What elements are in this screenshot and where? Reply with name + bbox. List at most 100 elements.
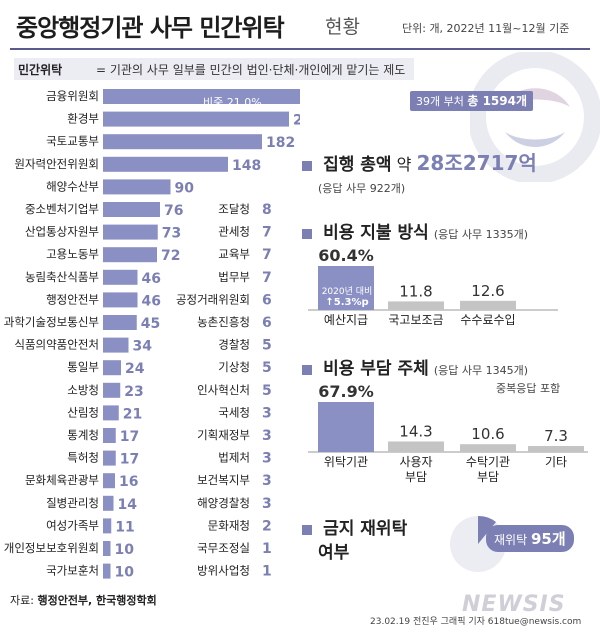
value-label: 3 bbox=[262, 405, 272, 421]
value-label: 16 bbox=[119, 474, 138, 490]
bar bbox=[103, 450, 116, 466]
category-label: 개인정보보호위원회 bbox=[4, 541, 99, 555]
change-annotation: 2020년 대비 ↑5.3%p bbox=[321, 287, 373, 308]
bar bbox=[388, 441, 444, 452]
category-label: 해양수산부 bbox=[46, 179, 99, 193]
bar bbox=[103, 360, 121, 376]
value-label: 14 bbox=[118, 497, 138, 513]
value-label: 6 bbox=[262, 315, 272, 331]
category-label: 질병관리청 bbox=[46, 496, 99, 510]
bar bbox=[460, 300, 516, 310]
value-label: 46 bbox=[142, 293, 161, 309]
category-label: 과학기술정보통신부 bbox=[4, 315, 99, 329]
value-label: 14.3 bbox=[399, 422, 432, 440]
value-label: 2 bbox=[262, 518, 272, 534]
value-label: 17 bbox=[120, 452, 139, 468]
category-label: 국가보훈처 bbox=[46, 564, 99, 578]
value-label: 45 bbox=[141, 316, 160, 332]
category-label: 교육부 bbox=[218, 247, 250, 261]
definition-label: 민간위탁 bbox=[18, 63, 63, 77]
category-label: 기타 bbox=[545, 455, 567, 469]
total-prefix: 39개 부처 bbox=[416, 95, 464, 108]
burden-section-title: 비용 부담 주체 (응답 사무 1345개) bbox=[302, 354, 528, 379]
reentrust-title-line2: 여부 bbox=[318, 543, 350, 563]
category-label: 국고보조금 bbox=[388, 313, 443, 327]
category-label: 법무부 bbox=[218, 270, 250, 284]
value-label: 3 bbox=[262, 496, 272, 512]
value-label: 6 bbox=[262, 292, 272, 308]
page-title: 중앙행정기관 사무 민간위탁 bbox=[16, 14, 285, 42]
bar bbox=[103, 315, 137, 330]
category-label: 예산지급 bbox=[324, 313, 368, 327]
bar bbox=[388, 301, 444, 310]
category-label: 관세청 bbox=[218, 225, 250, 239]
bar bbox=[318, 266, 374, 310]
category-label: 여성가족부 bbox=[46, 518, 99, 532]
definition-text: = 기관의 사무 일부를 민간의 법인·단체·개인에게 맡기는 제도 bbox=[96, 63, 406, 77]
category-label: 수탁기관 bbox=[466, 455, 510, 469]
value-label: 3 bbox=[262, 428, 272, 444]
bar bbox=[103, 134, 262, 150]
payment-section-title: 비용 지불 방식 (응답 사무 1335개) bbox=[302, 218, 528, 243]
bar bbox=[103, 428, 116, 443]
value-label: 12.6 bbox=[471, 282, 504, 300]
category-label: 중소벤처기업부 bbox=[25, 202, 99, 216]
execution-section: 집행 총액 약 28조2717억 bbox=[302, 147, 537, 176]
category-label: 사용자 bbox=[399, 455, 432, 469]
value-label: 7 bbox=[262, 247, 272, 263]
bar bbox=[103, 337, 129, 353]
unit-note: 단위: 개, 2022년 11월~12월 기준 bbox=[402, 22, 570, 35]
bar bbox=[528, 446, 584, 452]
section-marker-icon bbox=[302, 160, 312, 171]
bar bbox=[103, 111, 289, 127]
value-label: 10 bbox=[115, 542, 135, 558]
value-label: 11.8 bbox=[399, 282, 432, 300]
page-title-suffix: 현황 bbox=[325, 16, 360, 38]
category-label: 인사혁신처 bbox=[197, 383, 250, 397]
category-label: 경찰청 bbox=[218, 338, 250, 352]
category-label: 특허청 bbox=[67, 451, 99, 465]
payment-bar-chart: 60.4% 예산지급 11.8 국고보조금 12.6 수수료수입 bbox=[308, 246, 558, 327]
category-label: 고용노동부 bbox=[46, 247, 99, 261]
category-label: 보건복지부 bbox=[197, 473, 250, 487]
execution-amount: 28조2717억 bbox=[416, 151, 537, 175]
bar bbox=[103, 224, 158, 240]
value-label: 7 bbox=[262, 225, 272, 241]
value-label: 10 bbox=[115, 565, 135, 581]
bar bbox=[103, 563, 111, 579]
definition-box bbox=[14, 58, 414, 80]
value-label: 60.4% bbox=[318, 246, 374, 265]
value-label: 148 bbox=[232, 158, 261, 174]
category-label: 식품의약품안전처 bbox=[14, 338, 99, 352]
source-note: 자료: 행정안전부, 한국행정학회 bbox=[10, 594, 157, 607]
value-label: 5 bbox=[262, 338, 272, 354]
value-label: 11 bbox=[115, 519, 134, 535]
bar bbox=[103, 247, 157, 263]
value-label: 182 bbox=[266, 135, 295, 151]
category-label: 위탁기관 bbox=[324, 455, 368, 469]
category-label: 소방청 bbox=[67, 383, 99, 397]
value-label: 1 bbox=[262, 564, 272, 580]
bar bbox=[103, 518, 112, 534]
category-label: 국무조정실 bbox=[197, 541, 250, 555]
bar bbox=[103, 382, 121, 398]
section-marker-icon bbox=[302, 228, 312, 239]
value-label: 3 bbox=[262, 473, 272, 489]
category-label: 문화재청 bbox=[208, 518, 250, 532]
category-label: 국세청 bbox=[218, 405, 250, 419]
value-label: 46 bbox=[142, 271, 161, 287]
execution-sub: (응답 사무 922개) bbox=[318, 182, 406, 195]
value-label: 17 bbox=[120, 429, 139, 445]
category-label: 통일부 bbox=[67, 360, 99, 374]
category-label: 방위사업청 bbox=[197, 564, 250, 578]
category-label: 국토교통부 bbox=[46, 134, 99, 148]
bar bbox=[103, 269, 138, 285]
value-label: 34 bbox=[133, 339, 153, 355]
category-label: 법제처 bbox=[218, 451, 250, 465]
category-label: 공정거래위원회 bbox=[176, 292, 250, 306]
main-bar-chart: 금융위원회334개환경부209국토교통부182원자력안전위원회148해양수산부9… bbox=[4, 89, 300, 581]
bar bbox=[103, 473, 115, 489]
value-label: 90 bbox=[175, 180, 195, 196]
category-label: 해양경찰청 bbox=[197, 496, 250, 510]
